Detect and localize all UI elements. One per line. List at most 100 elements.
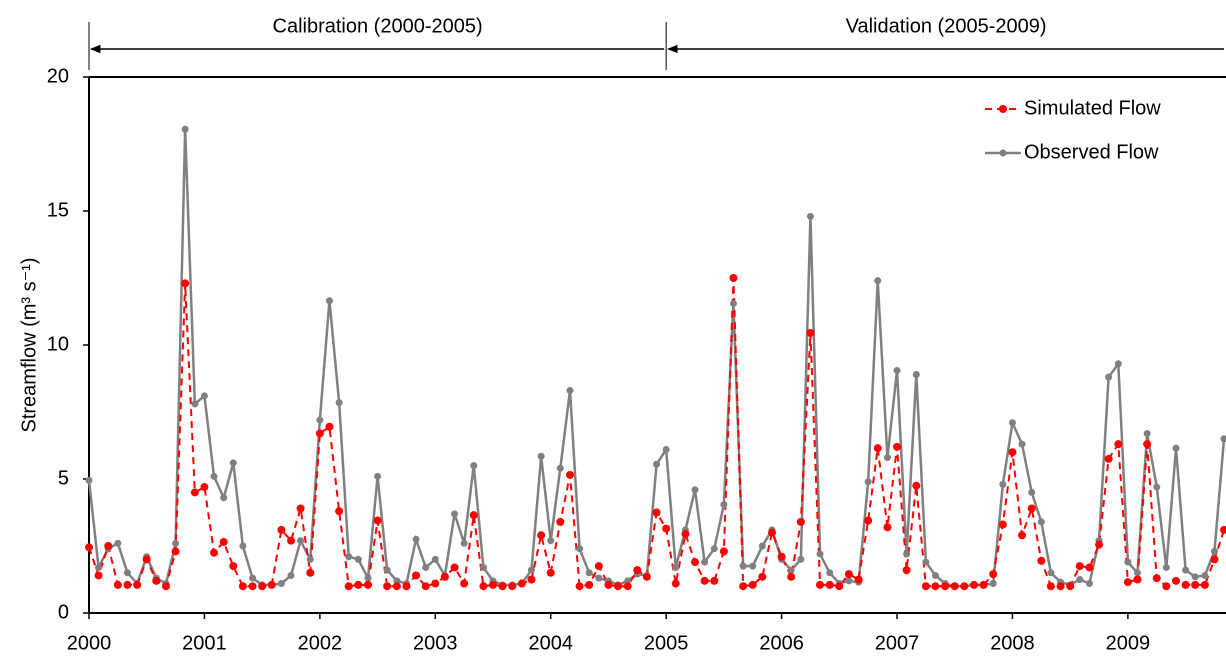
data-point xyxy=(1018,440,1026,448)
data-point xyxy=(277,525,286,534)
data-point xyxy=(85,543,93,552)
legend-label: Observed Flow xyxy=(1024,141,1159,163)
data-point xyxy=(335,507,344,516)
data-point xyxy=(210,472,218,480)
data-point xyxy=(479,582,488,591)
period-label: Validation (2005-2009) xyxy=(846,15,1047,37)
y-tick-label: 0 xyxy=(58,601,69,623)
data-point xyxy=(1133,575,1142,584)
data-point xyxy=(354,555,362,563)
data-point xyxy=(1123,578,1132,587)
data-point xyxy=(719,547,728,556)
legend-label: Simulated Flow xyxy=(1024,97,1161,119)
data-point xyxy=(325,297,333,305)
data-point xyxy=(749,562,757,570)
data-point xyxy=(864,516,873,525)
data-point xyxy=(1210,547,1218,555)
data-point xyxy=(1008,419,1016,427)
x-tick-label: 2006 xyxy=(759,632,804,654)
data-point xyxy=(720,500,728,508)
x-tick-label: 2000 xyxy=(67,632,112,654)
data-point xyxy=(921,582,930,591)
data-point xyxy=(787,566,795,574)
data-point xyxy=(1191,580,1200,589)
data-point xyxy=(181,125,189,133)
data-point xyxy=(691,558,700,567)
data-point xyxy=(1152,574,1161,583)
data-point xyxy=(123,569,131,577)
data-point xyxy=(172,539,180,547)
data-point xyxy=(662,524,671,533)
data-point xyxy=(537,531,546,540)
data-point xyxy=(797,555,805,563)
data-point xyxy=(1008,448,1017,457)
data-point xyxy=(85,476,93,484)
data-point xyxy=(460,579,469,588)
y-tick-label: 15 xyxy=(47,199,69,221)
data-point xyxy=(806,212,814,220)
data-point xyxy=(912,481,921,490)
data-point xyxy=(200,483,209,492)
data-point xyxy=(219,537,228,546)
data-point xyxy=(989,580,997,588)
data-point xyxy=(604,580,613,589)
data-point xyxy=(989,570,998,579)
data-point xyxy=(556,517,565,526)
data-point xyxy=(1172,444,1180,452)
x-tick-label: 2008 xyxy=(990,632,1035,654)
data-point xyxy=(931,582,940,591)
data-point xyxy=(287,536,296,545)
data-point xyxy=(489,580,498,589)
data-point xyxy=(161,582,170,591)
data-point xyxy=(114,539,122,547)
data-point xyxy=(335,399,343,407)
data-point xyxy=(701,558,709,566)
data-point xyxy=(306,555,314,563)
data-point xyxy=(652,508,661,517)
data-point xyxy=(229,459,237,467)
data-point xyxy=(460,539,468,547)
data-point xyxy=(479,563,487,571)
data-point xyxy=(315,429,324,438)
x-tick-label: 2001 xyxy=(182,632,227,654)
data-point xyxy=(517,579,526,588)
legend-swatch-dot xyxy=(999,105,1007,113)
data-point xyxy=(681,529,690,538)
data-point xyxy=(316,416,324,424)
data-point xyxy=(248,582,257,591)
data-point xyxy=(979,580,988,589)
data-point xyxy=(729,299,737,307)
data-point xyxy=(835,582,844,591)
data-point xyxy=(806,328,815,337)
data-point xyxy=(825,580,834,589)
x-tick-label: 2009 xyxy=(1106,632,1151,654)
data-point xyxy=(922,558,930,566)
data-point xyxy=(412,535,420,543)
data-point xyxy=(412,571,421,580)
data-point xyxy=(893,442,902,451)
data-point xyxy=(547,537,555,545)
data-point xyxy=(662,446,670,454)
data-point xyxy=(94,571,103,580)
data-point xyxy=(277,580,285,588)
data-point xyxy=(440,572,449,581)
x-tick-label: 2002 xyxy=(298,632,343,654)
data-point xyxy=(229,562,238,571)
data-point xyxy=(374,472,382,480)
data-point xyxy=(739,562,747,570)
data-point xyxy=(296,504,305,513)
data-point xyxy=(498,582,507,591)
data-point xyxy=(527,566,535,574)
data-point xyxy=(1182,566,1190,574)
data-point xyxy=(1037,518,1045,526)
data-point xyxy=(1046,582,1055,591)
data-point xyxy=(595,574,603,582)
data-point xyxy=(383,582,392,591)
data-point xyxy=(758,542,766,550)
y-axis-label: Streamflow (m³ s⁻¹) xyxy=(18,258,40,433)
data-point xyxy=(123,580,132,589)
data-point xyxy=(450,563,459,572)
data-point xyxy=(594,562,603,571)
data-point xyxy=(1018,531,1027,540)
